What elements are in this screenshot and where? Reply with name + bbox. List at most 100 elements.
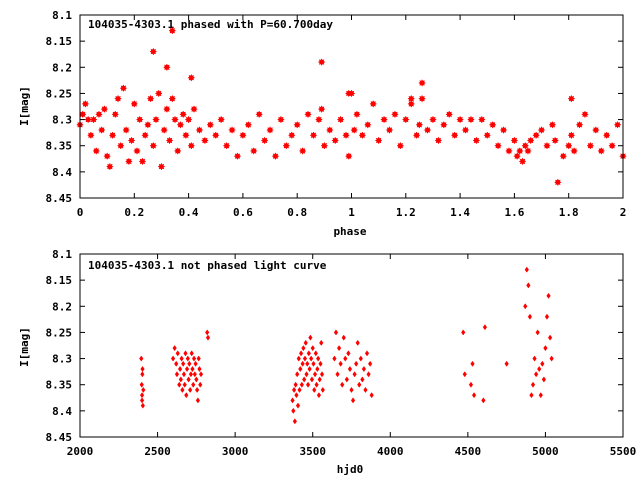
unphased-data-point [295,371,300,378]
unphased-data-point [191,355,197,362]
unphased-data-point [178,376,183,383]
unphased-data-point [195,386,200,393]
phased-data-point [385,126,394,134]
phased-data-point [249,147,258,155]
phased-data-point [434,136,443,145]
phased-data-point [97,126,106,134]
phased-data-point [201,136,209,145]
phased-data-point [537,126,546,134]
unphased-data-point [308,334,313,341]
phased-data-point [309,131,318,140]
unphased-data-point [301,345,306,352]
phased-data-point [266,126,274,134]
phased-data-point [418,79,426,87]
phased-data-point [95,110,103,119]
phased-data-point [217,115,226,124]
phased-data-point [551,136,559,145]
phased-data-point [187,141,196,150]
phased-data-point [149,141,158,150]
unphased-data-point [305,381,311,388]
unphased-data-point [290,397,295,404]
phased-data-point [133,147,141,155]
phased-data-point [418,94,426,103]
phased-data-point [160,126,169,134]
unphased-data-point [310,345,315,352]
unphased-data-point [468,381,474,388]
phased-data-point [130,100,139,108]
phased-data-point [239,131,247,140]
unphased-data-point [184,392,189,399]
phased-data-point [168,94,177,103]
unphased-data-point [181,371,187,378]
phased-plot-frame [79,14,624,199]
unphased-data-point [332,355,337,362]
unphased-data-point [366,371,371,378]
unphased-data-point [197,365,202,373]
unphased-data-point [470,360,475,367]
phased-x-tick-label: 1.4 [450,206,470,219]
phased-data-point [119,84,128,93]
unphased-data-point [361,365,367,373]
unphased-data-point [139,381,144,388]
phased-data-point [190,105,198,113]
phased-data-point [513,152,521,161]
unphased-data-point [191,381,196,388]
unphased-data-point [547,334,553,341]
unphased-data-point [296,355,301,362]
phased-data-point [100,105,109,113]
unphased-data-point [357,381,362,388]
unphased-data-point [185,355,190,362]
phased-y-tick-label: 8.15 [46,35,73,48]
unphased-data-point [354,360,359,367]
unphased-chart-title: 104035-4303.1 not phased light curve [88,259,327,272]
unphased-data-point [343,355,348,362]
unphased-data-point [316,392,322,399]
unphased-data-point [341,334,346,341]
phased-x-tick-label: 0.4 [179,206,199,219]
phased-data-point [548,120,557,129]
phased-data-point [369,100,378,108]
unphased-data-point [187,360,192,367]
unphased-data-point [305,360,310,367]
unphased-data-point [181,360,186,367]
phased-data-point [592,126,600,134]
unphased-data-point [367,360,373,367]
phased-data-point [613,120,622,129]
phased-data-point [494,141,502,150]
unphased-data-point [291,386,297,393]
unphased-data-point [319,371,325,378]
phased-data-point [222,141,231,150]
phased-x-tick-label: 0 [77,206,84,219]
unphased-data-point [300,360,305,367]
unphased-data-point [170,355,176,362]
phased-data-point [423,126,432,134]
phased-data-point [106,162,114,171]
phased-data-point [255,110,264,119]
unphased-data-point [196,355,201,362]
unphased-y-tick-label: 8.3 [52,353,72,366]
unphased-data-point [350,397,356,404]
phased-data-point [127,136,136,145]
phased-data-point [567,94,576,103]
phased-data-point [586,141,595,150]
unphased-data-point [311,360,316,367]
phased-data-point [467,115,475,124]
phased-data-point [518,157,527,166]
phased-data-point [154,89,163,98]
unphased-x-tick-label: 5000 [532,445,559,458]
unphased-data-point [293,381,298,388]
phased-data-point [108,131,117,140]
phased-data-point [298,147,307,155]
unphased-data-point [139,392,145,399]
phased-data-point [581,110,589,119]
unphased-data-point [546,292,551,299]
unphased-data-point [314,381,319,388]
phased-y-tick-label: 8.35 [46,140,73,153]
unphased-data-point [312,371,318,378]
unphased-data-point [549,355,554,362]
phased-data-point [472,136,481,145]
unphased-x-tick-label: 4500 [455,445,482,458]
unphased-data-point [352,371,357,378]
phased-data-point [163,105,171,113]
unphased-data-point [184,365,190,373]
